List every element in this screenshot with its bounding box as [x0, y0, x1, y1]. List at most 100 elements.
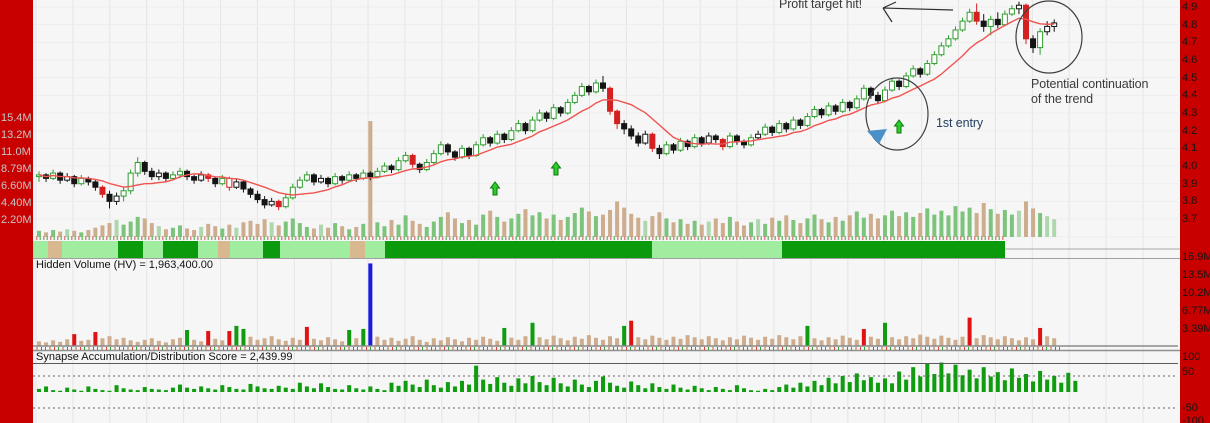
score-bar — [664, 388, 669, 392]
candle-body — [769, 126, 776, 133]
score-bar — [565, 386, 570, 392]
candle-body — [508, 130, 515, 141]
hidden-volume-bar — [523, 336, 528, 346]
volume-bar — [319, 224, 323, 237]
hidden-volume-bar — [269, 336, 274, 346]
candle-body — [677, 140, 684, 151]
candle-body — [487, 137, 494, 144]
volume-bar — [932, 214, 937, 237]
hidden-volume-bar — [904, 336, 909, 346]
score-bar — [354, 388, 359, 392]
candle-body — [289, 186, 296, 199]
score-bar — [911, 367, 916, 392]
score-bar — [297, 382, 302, 392]
candle-body — [374, 170, 381, 178]
candle-body — [945, 38, 952, 47]
candle-body — [466, 147, 473, 156]
hidden-volume-bar — [347, 330, 352, 346]
profit-arrow-barb — [882, 1, 897, 9]
hidden-volume-bar — [185, 330, 190, 346]
score-bar — [347, 385, 352, 392]
volume-bar — [890, 210, 895, 237]
buy-arrow-icon — [893, 119, 905, 134]
volume-bar — [565, 216, 570, 237]
candle-body — [106, 193, 113, 202]
candle-body — [1044, 25, 1051, 33]
volume-bar — [445, 212, 450, 237]
volume-bar — [438, 216, 443, 237]
hidden-volume-bar — [720, 340, 725, 346]
buy-arrow-icon — [550, 161, 562, 176]
candle-body — [649, 133, 656, 149]
volume-bar — [37, 230, 41, 237]
hidden-volume-bar — [178, 337, 182, 346]
hidden-volume-bar — [354, 338, 359, 346]
volume-bar — [981, 202, 986, 237]
volume-bar — [601, 214, 605, 237]
score-bar — [742, 388, 746, 392]
volume-bar — [974, 213, 979, 237]
volume-bar — [650, 216, 655, 237]
hidden-volume-bar — [72, 334, 77, 346]
volume-bar — [163, 229, 168, 237]
volume-bar — [699, 224, 704, 237]
hidden-volume-bar — [749, 337, 754, 346]
volume-bar — [671, 222, 676, 237]
candle-body — [148, 170, 155, 178]
hidden-volume-bar — [227, 331, 232, 346]
candle-body — [592, 82, 599, 93]
score-bar — [706, 390, 711, 392]
candle-body — [459, 147, 465, 158]
score-bar — [883, 378, 887, 392]
score-bar — [51, 390, 56, 392]
volume-bar — [481, 214, 486, 237]
candle-body — [994, 18, 1001, 26]
score-bar — [474, 365, 479, 392]
candle-body — [628, 128, 635, 137]
hidden-volume-bar — [445, 337, 450, 346]
band-segment-tn — [350, 241, 365, 258]
score-bar — [241, 389, 246, 392]
volume-bar — [953, 206, 958, 237]
candle-body — [395, 160, 402, 171]
band-segment-lt — [33, 241, 48, 258]
candle-body — [938, 45, 945, 56]
volume-bar — [93, 227, 98, 237]
score-bar — [375, 388, 380, 392]
score-bar — [904, 379, 909, 392]
volume-bar — [636, 217, 641, 237]
hidden-volume-bar — [636, 337, 641, 346]
candle-body — [896, 80, 903, 88]
hidden-volume-bar — [833, 339, 838, 346]
profit-target-annotation: Profit target hit! — [779, 0, 862, 11]
score-bar — [558, 383, 563, 392]
volume-bar — [1031, 208, 1036, 237]
volume-bar — [227, 224, 232, 237]
hidden-volume-bar — [1031, 339, 1036, 346]
volume-bar — [558, 219, 563, 237]
score-bar — [290, 388, 295, 392]
hidden-volume-bar — [1002, 336, 1007, 346]
hidden-volume-bar — [304, 326, 309, 346]
candle-body — [169, 174, 176, 179]
candle-body — [240, 181, 247, 190]
candle-body — [832, 105, 839, 112]
score-bar — [234, 388, 239, 392]
volume-bar — [720, 223, 725, 237]
score-bar — [114, 385, 119, 392]
volume-tick-label: 13.2M — [1, 129, 32, 141]
volume-tick-label: 6.60M — [1, 180, 32, 192]
volume-bar — [488, 210, 493, 237]
candle-body — [860, 87, 867, 100]
score-bar — [579, 384, 584, 392]
score-bar — [671, 384, 676, 392]
score-bar — [1009, 368, 1014, 392]
score-bar — [135, 390, 140, 392]
score-bar — [452, 386, 457, 392]
volume-bar — [262, 219, 267, 237]
volume-bar — [1009, 214, 1014, 237]
hidden-volume-bar — [438, 340, 443, 346]
candle-body — [325, 177, 332, 185]
volume-bar — [537, 212, 542, 237]
score-bar — [396, 385, 401, 392]
